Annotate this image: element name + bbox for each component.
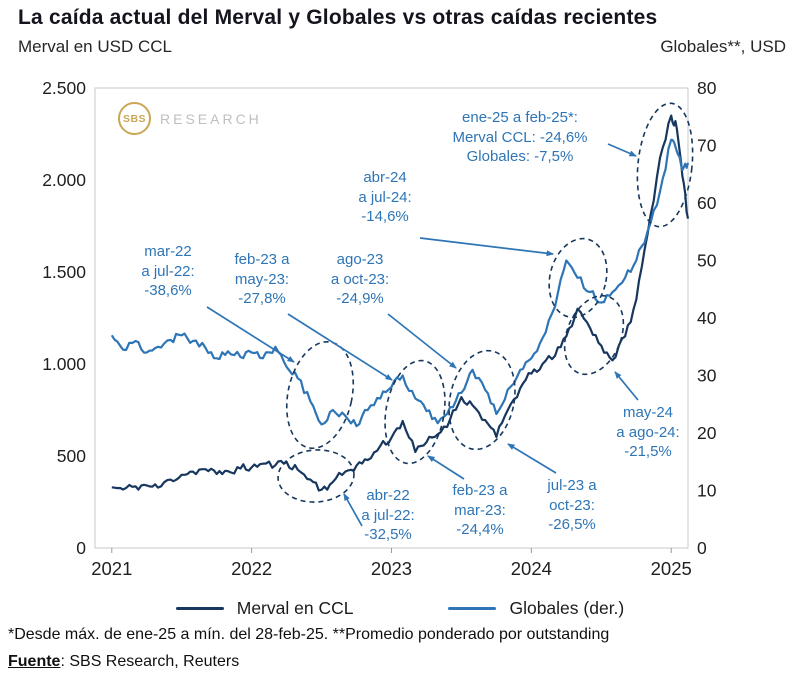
axis-tick-label: 500 <box>57 446 86 466</box>
annotation-arrow-globales-feb23-may23 <box>287 313 393 381</box>
annotation-arrow-globales-mar22-jul22 <box>206 306 295 363</box>
annotation-arrows <box>206 143 639 527</box>
annotation-merval-may24-ago24: may-24 a ago-24: -21,5% <box>616 404 680 460</box>
annotation-globales-feb23-may23: feb-23 a may-23: -27,8% <box>234 251 290 307</box>
annotation-arrow-merval-abr22-jul22 <box>343 493 363 527</box>
annotation-merval-jul23-oct23: jul-23 a oct-23: -26,5% <box>547 477 597 533</box>
sbs-logo-text: SBS <box>122 112 147 125</box>
drawdown-ellipse-merval-2024 <box>563 294 625 376</box>
drawdown-ellipse-merval-2022 <box>277 449 355 503</box>
source-line: Fuente: SBS Research, Reuters <box>8 653 239 671</box>
sbs-logo-icon: SBS <box>118 102 151 135</box>
legend-label-globales: Globales (der.) <box>509 598 625 618</box>
drawdown-ellipse-globales-2024 <box>548 237 608 319</box>
axis-tick-label: 50 <box>697 251 717 271</box>
annotation-arrow-globales-abr24-jul24 <box>419 237 554 257</box>
annotation-globales-ago23-oct23: ago-23 a oct-23: -24,9% <box>330 251 390 307</box>
annotation-arrow-merval-feb23-mar23 <box>427 455 465 480</box>
axis-tick-label: 2023 <box>371 558 412 579</box>
axis-tick-label: 80 <box>697 78 717 98</box>
annotation-arrow-ene25-feb25 <box>607 143 637 157</box>
axis-tick-label: 2024 <box>511 558 552 579</box>
legend: Merval en CCL Globales (der.) <box>0 598 800 619</box>
axis-tick-labels: 0 500 1.000 1.500 2.000 2.500 0 10 20 30 40 50 60 70 8… <box>42 78 717 579</box>
series-line-merval <box>111 114 690 492</box>
drawdown-ellipses <box>277 102 694 503</box>
axis-tick-label: 60 <box>697 193 717 213</box>
annotation-merval-abr22-jul22: abr-22 a jul-22: -32,5% <box>361 487 415 543</box>
axis-tick-label: 20 <box>697 423 717 443</box>
sbs-research-watermark: SBS RESEARCH <box>118 102 262 135</box>
globales-line-swatch <box>448 606 497 611</box>
legend-item-merval: Merval en CCL <box>175 598 354 619</box>
axis-tick-label: 2022 <box>231 558 272 579</box>
chart-area: 0 500 1.000 1.500 2.000 2.500 0 10 20 30 40 50 60 70 8… <box>0 62 800 602</box>
drawdown-ellipse-jul23-oct23 <box>448 349 516 451</box>
legend-label-merval: Merval en CCL <box>236 598 354 618</box>
axis-tick-label: 0 <box>697 538 707 558</box>
axis-tick-label: 10 <box>697 481 717 501</box>
drawdown-ellipse-ene25-feb25 <box>636 102 694 228</box>
axis-tick-label: 40 <box>697 308 717 328</box>
annotation-globales-mar22-jul22: mar-22 a jul-22: -38,6% <box>141 243 195 299</box>
axis-tick-label: 2.000 <box>42 170 86 190</box>
drawdown-ellipse-globales-2022 <box>285 340 355 450</box>
series-lines <box>110 114 690 492</box>
axis-tick-label: 70 <box>697 136 717 156</box>
annotation-arrow-globales-ago23-oct23 <box>387 313 457 369</box>
chart-plot: 0 500 1.000 1.500 2.000 2.500 0 10 20 30 40 50 60 70 8… <box>42 78 717 579</box>
legend-item-globales: Globales (der.) <box>448 598 624 619</box>
axis-tick-label: 2.500 <box>42 78 86 98</box>
annotation-merval-feb23-mar23: feb-23 a mar-23: -24,4% <box>452 482 508 538</box>
watermark-label: RESEARCH <box>160 110 262 127</box>
axis-tick-label: 1.000 <box>42 354 86 374</box>
axis-tick-label: 30 <box>697 366 717 386</box>
axis-tick-label: 1.500 <box>42 262 86 282</box>
page-title: La caída actual del Merval y Globales vs… <box>18 6 658 29</box>
footnote: *Desde máx. de ene-25 a mín. del 28-feb-… <box>8 626 610 643</box>
drawdown-ellipse-feb23-may23 <box>384 359 446 465</box>
annotation-ene25-feb25: ene-25 a feb-25*: Merval CCL: -24,6% Glo… <box>452 109 588 165</box>
annotation-arrow-merval-jul23-oct23 <box>507 443 557 474</box>
source-label: Fuente <box>8 653 61 670</box>
axis-tick-label: 2025 <box>651 558 692 579</box>
merval-line-swatch <box>175 606 224 611</box>
series-line-globales <box>110 138 690 428</box>
annotation-arrow-merval-may24-ago24 <box>614 371 639 401</box>
left-axis-title: Merval en USD CCL <box>18 37 172 56</box>
annotation-globales-abr24-jul24: abr-24 a jul-24: -14,6% <box>358 169 412 225</box>
source-text: : SBS Research, Reuters <box>60 653 240 670</box>
axis-tick-label: 0 <box>76 538 86 558</box>
right-axis-title: Globales**, USD <box>660 37 786 56</box>
axis-titles-row: Merval en USD CCL Globales**, USD <box>18 37 786 57</box>
axis-tick-label: 2021 <box>91 558 132 579</box>
